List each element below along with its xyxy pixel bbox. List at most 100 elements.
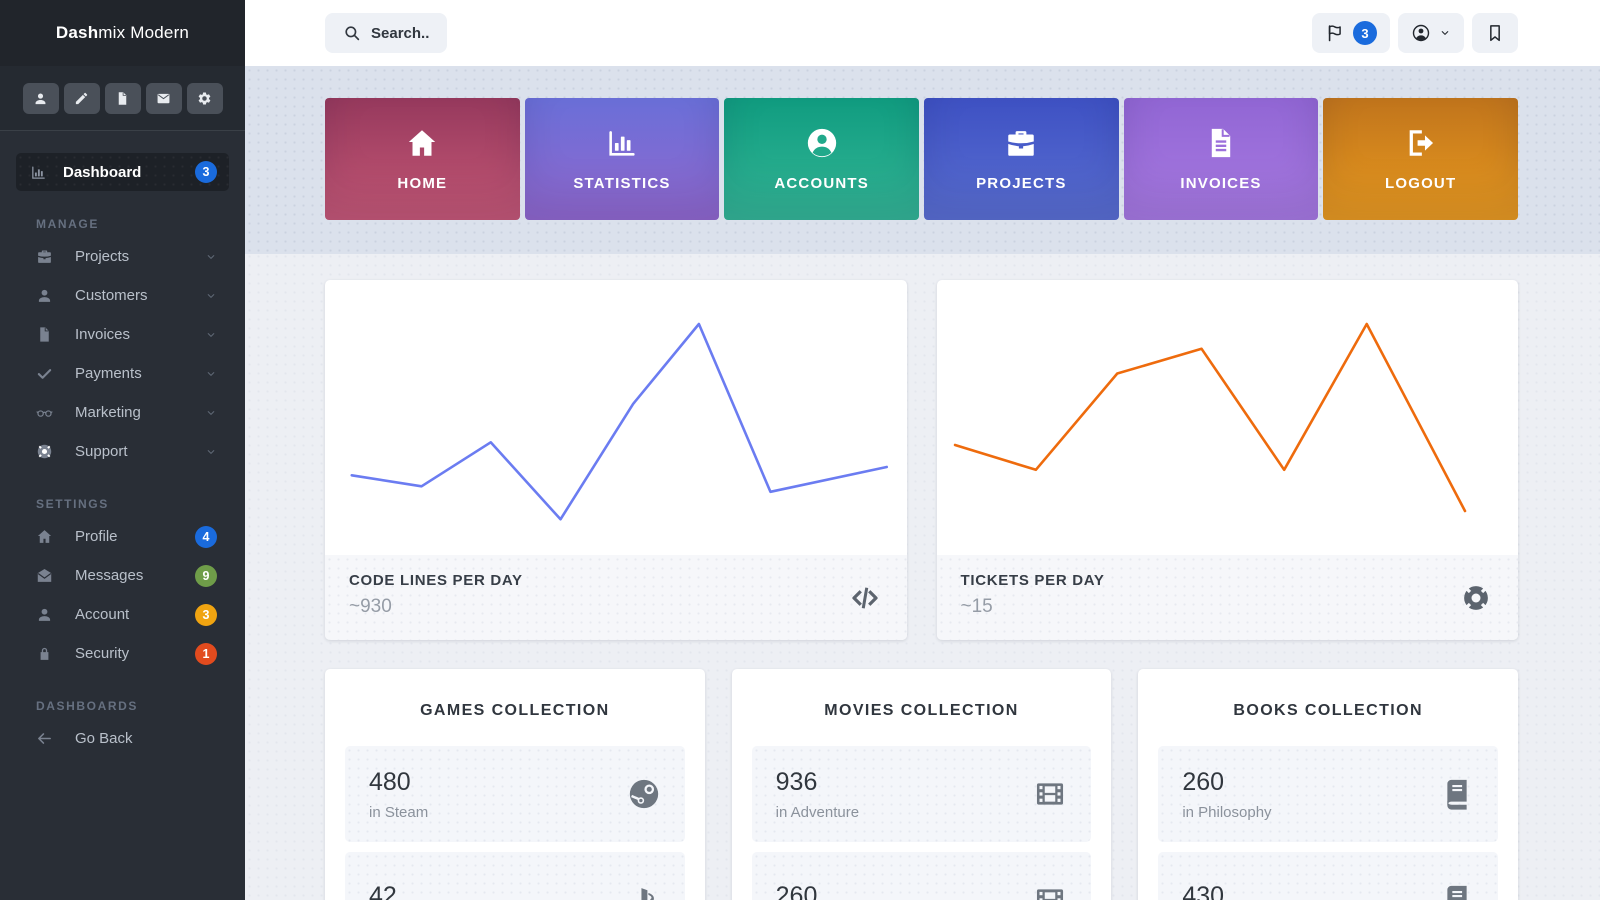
- quick-action-file-button[interactable]: [104, 82, 141, 114]
- stat-label: in Philosophy: [1182, 803, 1272, 821]
- sidebar-item-security[interactable]: Security 1: [0, 634, 245, 673]
- sidebar-item-label: Projects: [75, 248, 130, 265]
- chart-value: ~15: [960, 596, 993, 617]
- sidebar-quick-actions: [0, 66, 245, 131]
- sidebar-item-invoices[interactable]: Invoices: [0, 315, 245, 354]
- sidebar-item-payments[interactable]: Payments: [0, 354, 245, 393]
- code-lines-per-day-chart: [325, 280, 907, 555]
- profile-badge: 4: [195, 525, 217, 548]
- chevron-down-icon: [205, 407, 217, 419]
- tile-projects[interactable]: PROJECTS: [924, 98, 1119, 220]
- quick-action-gear-button[interactable]: [186, 82, 223, 114]
- sidebar-item-label: Account: [75, 606, 130, 623]
- top-header: Search.. 3: [245, 0, 1600, 66]
- movies-collection-card: MOVIES COLLECTION 936 in Adventure 260: [731, 669, 1112, 900]
- charts-row: CODE LINES PER DAY ~930 TICKETS PER DAY ~15: [325, 280, 1518, 640]
- chevron-down-icon: [205, 251, 217, 263]
- collections-row: GAMES COLLECTION 480 in Steam 42 MOVIES COLL…: [325, 669, 1518, 900]
- sidebar-item-messages[interactable]: Messages 9: [0, 556, 245, 595]
- tile-invoices[interactable]: INVOICES: [1123, 98, 1319, 220]
- sidebar-item-projects[interactable]: Projects: [0, 237, 245, 276]
- user-circle-solid-icon: [805, 126, 839, 160]
- collection-stat-row: 260: [751, 852, 1092, 900]
- tile-logout[interactable]: LOGOUT: [1323, 98, 1518, 220]
- tile-home[interactable]: HOME: [325, 98, 520, 220]
- chart-value: ~930: [349, 596, 392, 617]
- tile-label: HOME: [397, 175, 448, 192]
- collection-stat-row: 260 in Philosophy: [1158, 746, 1498, 842]
- search-input[interactable]: Search..: [325, 13, 448, 53]
- quick-action-envelope-button[interactable]: [145, 82, 182, 114]
- user-circle-button[interactable]: [1398, 13, 1464, 53]
- bookmark-icon: [1485, 23, 1505, 43]
- collection-stat-row: 430: [1158, 852, 1498, 900]
- sidebar: Dashmix Modern Dashboard 3 MANAGE Project…: [0, 0, 245, 900]
- briefcase-icon: [1004, 126, 1038, 160]
- sidebar-item-account[interactable]: Account 3: [0, 595, 245, 634]
- nav-section-title: DASHBOARDS: [36, 699, 139, 713]
- sidebar-item-go-back[interactable]: Go Back: [0, 719, 245, 758]
- dashboard-badge: 3: [195, 161, 217, 183]
- steam-icon: [627, 777, 661, 811]
- film-icon: [1033, 883, 1067, 900]
- stat-value: 430: [1182, 882, 1225, 900]
- chart-footer: TICKETS PER DAY ~15: [936, 555, 1518, 640]
- chart-bars-icon: [605, 126, 639, 160]
- tile-label: ACCOUNTS: [774, 175, 869, 192]
- flag-icon: [1325, 23, 1345, 43]
- hero-band: HOME STATISTICS ACCOUNTS PROJECTS INVOICES LO…: [245, 66, 1600, 254]
- sidebar-item-customers[interactable]: Customers: [0, 276, 245, 315]
- collection-title: MOVIES COLLECTION: [824, 702, 1019, 719]
- sidebar-item-label: Dashboard: [63, 163, 142, 181]
- home-icon: [405, 126, 439, 160]
- tile-label: STATISTICS: [573, 175, 671, 192]
- tickets-per-day-chart: [937, 280, 1519, 555]
- logout-icon: [1404, 126, 1438, 160]
- envelope-icon: [156, 91, 171, 106]
- chart-title: CODE LINES PER DAY: [349, 572, 523, 589]
- chart-footer: CODE LINES PER DAY ~930: [325, 555, 907, 640]
- stat-value: 480: [369, 767, 411, 796]
- collection-stat-row: 480 in Steam: [345, 746, 685, 842]
- bookmark-button[interactable]: [1472, 13, 1518, 53]
- sidebar-item-label: Profile: [75, 528, 118, 545]
- header-actions: 3: [1312, 13, 1518, 53]
- sidebar-item-marketing[interactable]: Marketing: [0, 393, 245, 432]
- notification-badge: 3: [1353, 21, 1377, 45]
- tile-accounts[interactable]: ACCOUNTS: [724, 98, 919, 220]
- stat-value: 936: [775, 767, 818, 796]
- tile-label: LOGOUT: [1384, 175, 1457, 192]
- search-icon: [343, 24, 361, 42]
- collection-title: BOOKS COLLECTION: [1233, 702, 1423, 719]
- chevron-down-icon: [205, 368, 217, 380]
- glasses-icon: [36, 404, 53, 421]
- quick-action-user-button[interactable]: [22, 82, 59, 114]
- sidebar-item-dashboard[interactable]: Dashboard 3: [16, 153, 229, 191]
- security-badge: 1: [195, 642, 217, 665]
- sidebar-item-profile[interactable]: Profile 4: [0, 517, 245, 556]
- quick-action-pencil-button[interactable]: [63, 82, 100, 114]
- stat-value: 42: [369, 882, 397, 900]
- main-area: Search.. 3 HOME STATISTICS ACCOUNTS PROJECT…: [245, 0, 1600, 900]
- chevron-down-icon: [205, 329, 217, 341]
- tile-label: INVOICES: [1180, 175, 1262, 192]
- arrow-left-icon: [36, 730, 53, 747]
- code-icon: [850, 583, 880, 613]
- tickets-per-day-card: TICKETS PER DAY ~15: [936, 280, 1519, 640]
- playstation-icon: [627, 883, 661, 900]
- content: CODE LINES PER DAY ~930 TICKETS PER DAY ~15…: [245, 254, 1600, 900]
- user-icon: [36, 287, 53, 304]
- lock-icon: [36, 645, 53, 662]
- stat-label: in Adventure: [775, 803, 860, 821]
- film-icon: [1033, 777, 1067, 811]
- pencil-icon: [74, 91, 89, 106]
- flag-button[interactable]: 3: [1312, 13, 1390, 53]
- brand-bold: Dash: [55, 23, 99, 42]
- tile-statistics[interactable]: STATISTICS: [524, 98, 720, 220]
- collection-stat-row: 42: [345, 852, 685, 900]
- user-circle-icon: [1411, 23, 1431, 43]
- sidebar-item-label: Customers: [75, 287, 148, 304]
- nav-section-title: SETTINGS: [36, 497, 109, 511]
- sidebar-item-support[interactable]: Support: [0, 432, 245, 471]
